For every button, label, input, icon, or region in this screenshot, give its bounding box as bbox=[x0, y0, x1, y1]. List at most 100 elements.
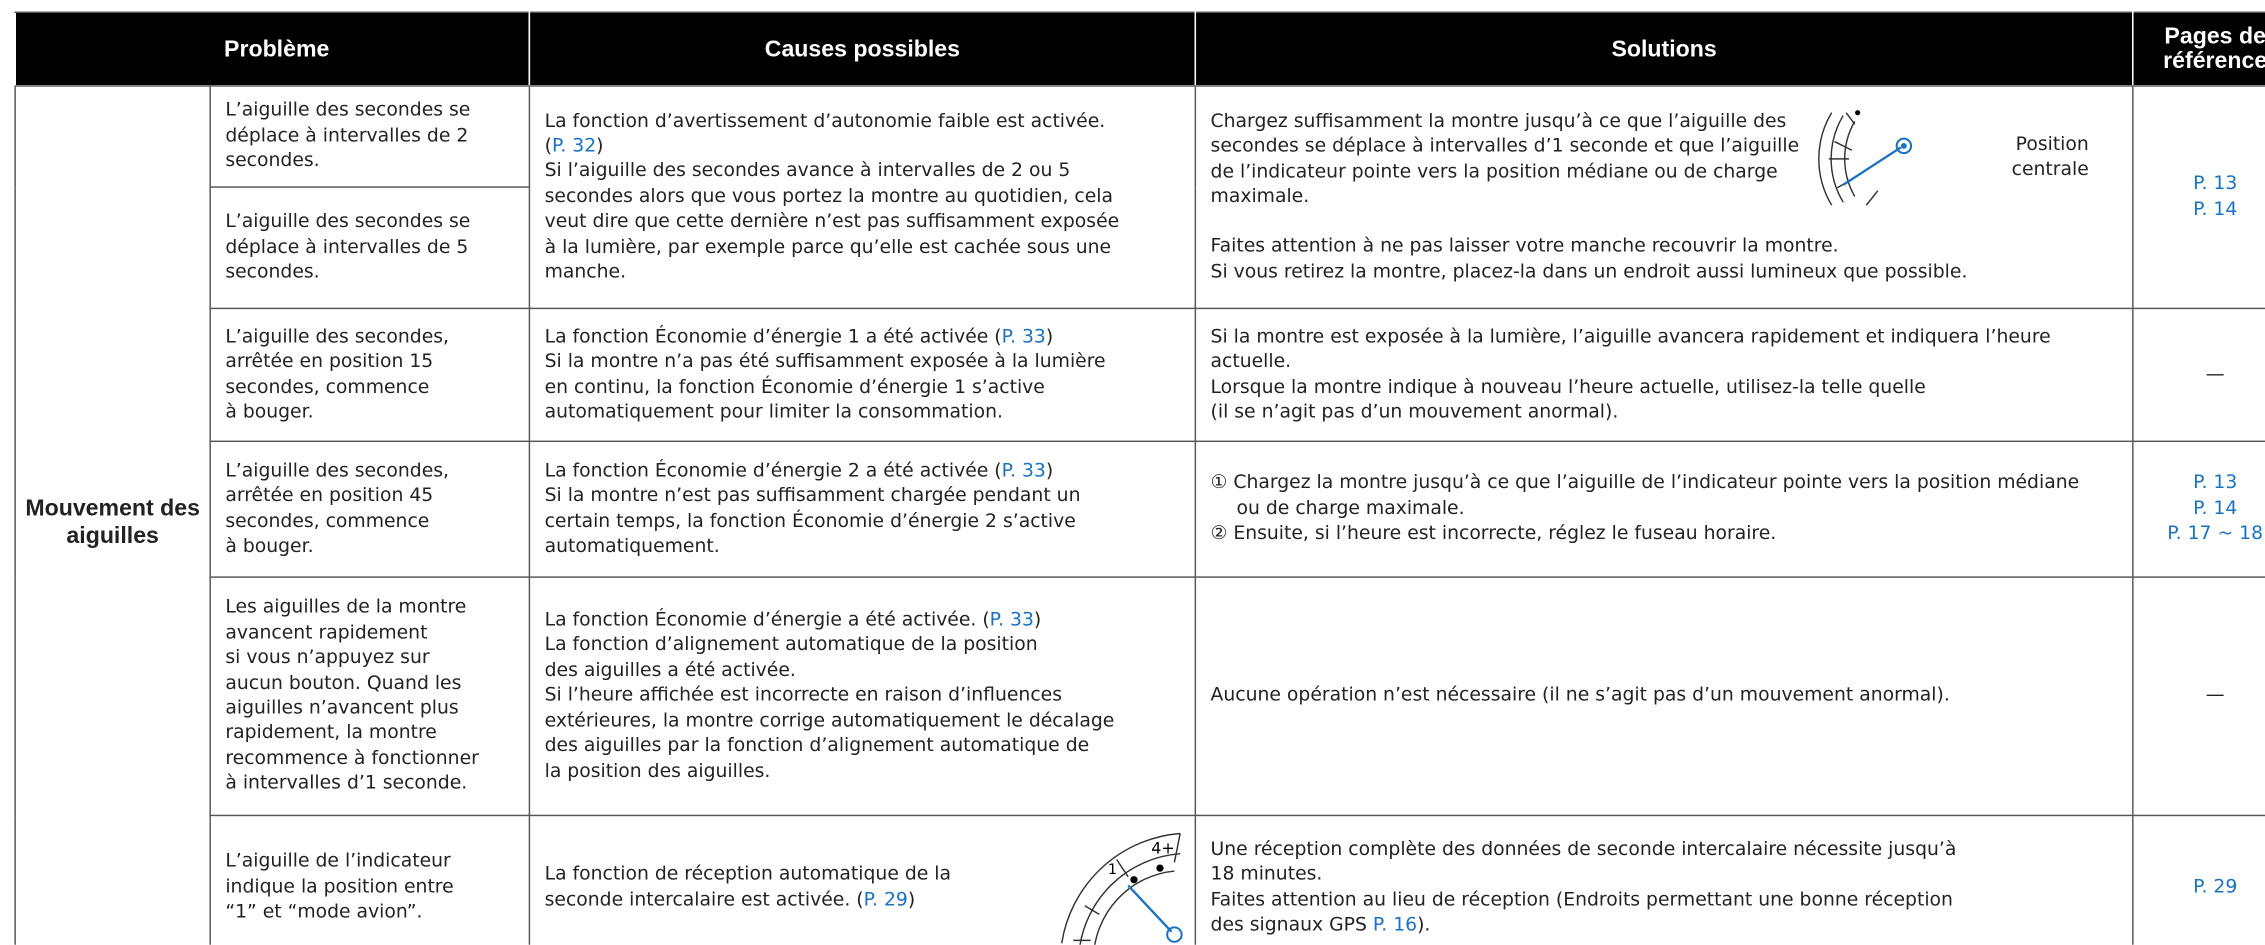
text: La fonction Économie d’énergie 1 a été a… bbox=[544, 326, 1002, 348]
column-header: Problème bbox=[14, 11, 531, 87]
column-header: Causes possibles bbox=[528, 11, 1197, 87]
icon-stroke bbox=[1079, 852, 1181, 945]
text-line: déplace à intervalles de 5 bbox=[225, 236, 469, 259]
header-row: Problème Causes possibles Solutions Pages d… bbox=[14, 11, 2265, 87]
text: ). bbox=[1417, 914, 1431, 936]
icon-stroke bbox=[1895, 137, 1913, 155]
page-link[interactable]: P. 29 bbox=[2193, 876, 2238, 899]
page-link[interactable]: P. 14 bbox=[2193, 498, 2238, 520]
text-line: Si l’aiguille des secondes avance à inte… bbox=[544, 160, 1071, 183]
group-text: aiguilles bbox=[66, 524, 159, 549]
text-line: ou de charge maximale. bbox=[1236, 498, 1465, 520]
text-line: à intervalles d’1 seconde. bbox=[225, 773, 468, 795]
page-link[interactable]: P. 33 bbox=[1001, 460, 1046, 483]
text-line: à bouger. bbox=[225, 535, 314, 558]
text-line: aucun bouton. Quand les bbox=[225, 672, 462, 695]
text-line: Aucune opération n’est nécessaire (il ne… bbox=[1210, 685, 1950, 707]
problem-cell: L’aiguille des secondes, arrêtée en posit… bbox=[209, 307, 531, 443]
problem-cell: L’aiguille de l’indicateur indique la pos… bbox=[209, 814, 531, 945]
text-line: “1” et “mode avion”. bbox=[225, 901, 423, 924]
text-line: La fonction Économie d’énergie a été act… bbox=[545, 608, 1181, 633]
page-ref: — bbox=[2205, 363, 2225, 386]
paragraph: La fonction Économie d’énergie a été act… bbox=[545, 608, 1181, 784]
text-line: L’aiguille de l’indicateur bbox=[225, 851, 451, 874]
text-line: secondes. bbox=[225, 150, 320, 173]
text-line: Si vous retirez la montre, placez-la dan… bbox=[1210, 261, 1968, 283]
cause-cell: La fonction Économie d’énergie 2 a été a… bbox=[528, 440, 1197, 578]
text-line: en continu, la fonction Économie d’énerg… bbox=[544, 376, 1045, 398]
text-line: automatiquement pour limiter la consomma… bbox=[544, 401, 1003, 424]
table-row: L’aiguille des secondes se déplace à inte… bbox=[15, 186, 2265, 310]
text-line: aiguilles n’avancent plus bbox=[225, 697, 459, 720]
text-line: Faites attention à ne pas laisser votre … bbox=[1210, 236, 1839, 258]
page-link[interactable]: P. 33 bbox=[989, 609, 1034, 632]
paragraph: Chargez suffisamment la montre jusqu’à c… bbox=[1211, 109, 2118, 210]
page-link[interactable]: P. 13 bbox=[2193, 472, 2238, 495]
text-line: Si la montre est exposée à la lumière, l… bbox=[1210, 326, 2051, 348]
text-line: L’aiguille des secondes se bbox=[225, 100, 471, 122]
text-line: de l’indicateur pointe vers la position … bbox=[1210, 161, 1778, 183]
cause-cell: La fonction de réception automatique de … bbox=[528, 814, 1197, 945]
text-line: des aiguilles par la fonction d’aligneme… bbox=[544, 735, 1090, 758]
text-line: à la lumière, par exemple parce qu’elle … bbox=[544, 236, 1112, 259]
page-ref: — bbox=[2205, 685, 2225, 707]
table-row: L’aiguille de l’indicateur indique la pos… bbox=[15, 814, 2265, 945]
text-line: maximale. bbox=[1210, 186, 1310, 209]
page-link[interactable]: P. 29 bbox=[863, 889, 908, 911]
solution-cell: Si la montre est exposée à la lumière, l… bbox=[1194, 307, 2134, 443]
text-line: secondes alors que vous portez la montre… bbox=[544, 186, 1114, 208]
table-row: L’aiguille des secondes, arrêtée en posit… bbox=[15, 307, 2265, 443]
icon-stroke bbox=[1828, 112, 1879, 206]
text-line: Faites attention au lieu de réception (E… bbox=[1210, 889, 1953, 911]
text-line: certain temps, la fonction Économie d’én… bbox=[544, 510, 1076, 533]
solution-cell: Chargez suffisamment la montre jusqu’à c… bbox=[1194, 85, 2134, 310]
text-line: La fonction de réception automatique de … bbox=[544, 863, 952, 886]
icon-stroke bbox=[1818, 112, 1833, 206]
table-row: Les aiguilles de la montre avancent rapid… bbox=[15, 576, 2265, 817]
page-link[interactable]: P. 14 bbox=[2193, 198, 2238, 221]
text-line: recommence à fonctionner bbox=[225, 747, 479, 770]
text-line: des aiguilles a été activée. bbox=[544, 659, 796, 682]
paragraph: ① Chargez la montre jusqu’à ce que l’aig… bbox=[1211, 471, 2118, 546]
paragraph: Faites attention à ne pas laisser votre … bbox=[1211, 235, 2118, 285]
icon-label: 4+ bbox=[1151, 839, 1174, 858]
group-text: Mouvement des bbox=[25, 496, 200, 522]
text: seconde intercalaire est activée. ( bbox=[544, 889, 864, 911]
text-line: veut dire que cette dernière n’est pas s… bbox=[544, 211, 1120, 233]
text-line: secondes se déplace à intervalles d’1 se… bbox=[1210, 136, 1800, 158]
text: La fonction Économie d’énergie a été act… bbox=[544, 609, 990, 632]
text: La fonction Économie d’énergie 2 a été a… bbox=[544, 460, 1002, 483]
page-link[interactable]: P. 32 bbox=[551, 135, 597, 158]
icon-label: 1 bbox=[1108, 862, 1117, 878]
text-line: seconde intercalaire est activée. (P. 29… bbox=[545, 888, 1181, 913]
paragraph: Si la montre est exposée à la lumière, l… bbox=[1211, 325, 2118, 426]
page-link[interactable]: P. 33 bbox=[1001, 326, 1046, 348]
problem-cell: L’aiguille des secondes se déplace à inte… bbox=[209, 186, 531, 310]
text-line: La fonction Économie d’énergie 2 a été a… bbox=[545, 459, 1181, 484]
page-link[interactable]: P. 13 bbox=[2193, 173, 2238, 196]
text-line: L’aiguille des secondes se bbox=[225, 211, 471, 234]
table-row: L’aiguille des secondes, arrêtée en posit… bbox=[15, 440, 2265, 578]
text-line: si vous n’appuyez sur bbox=[225, 647, 430, 670]
cause-cell: La fonction Économie d’énergie 1 a été a… bbox=[528, 307, 1197, 443]
solution-cell: Aucune opération n’est nécessaire (il ne… bbox=[1194, 576, 2134, 817]
paragraph: Aucune opération n’est nécessaire (il ne… bbox=[1211, 684, 2118, 709]
text-line: La fonction Économie d’énergie 1 a été a… bbox=[545, 325, 1181, 350]
text-line: avancent rapidement bbox=[225, 622, 428, 644]
text-line: 18 minutes. bbox=[1210, 863, 1323, 886]
text-line: rapidement, la montre bbox=[225, 722, 437, 745]
text-line: actuelle. bbox=[1210, 351, 1292, 373]
text-line: indique la position entre bbox=[225, 876, 454, 899]
page-link[interactable]: P. 17 ~ 18 bbox=[2167, 523, 2264, 545]
pages-cell: P. 29 bbox=[2132, 814, 2265, 945]
text-line: à bouger. bbox=[225, 401, 314, 424]
dial-icon bbox=[1818, 110, 1913, 206]
page-link[interactable]: P. 16 bbox=[1372, 914, 1418, 936]
text-line: déplace à intervalles de 2 bbox=[225, 125, 469, 148]
text-line: Si la montre n’est pas suffisamment char… bbox=[544, 485, 1081, 508]
icon-stroke bbox=[1073, 833, 1181, 942]
text-line: secondes, commence bbox=[225, 510, 430, 533]
text-line: secondes. bbox=[225, 261, 320, 284]
